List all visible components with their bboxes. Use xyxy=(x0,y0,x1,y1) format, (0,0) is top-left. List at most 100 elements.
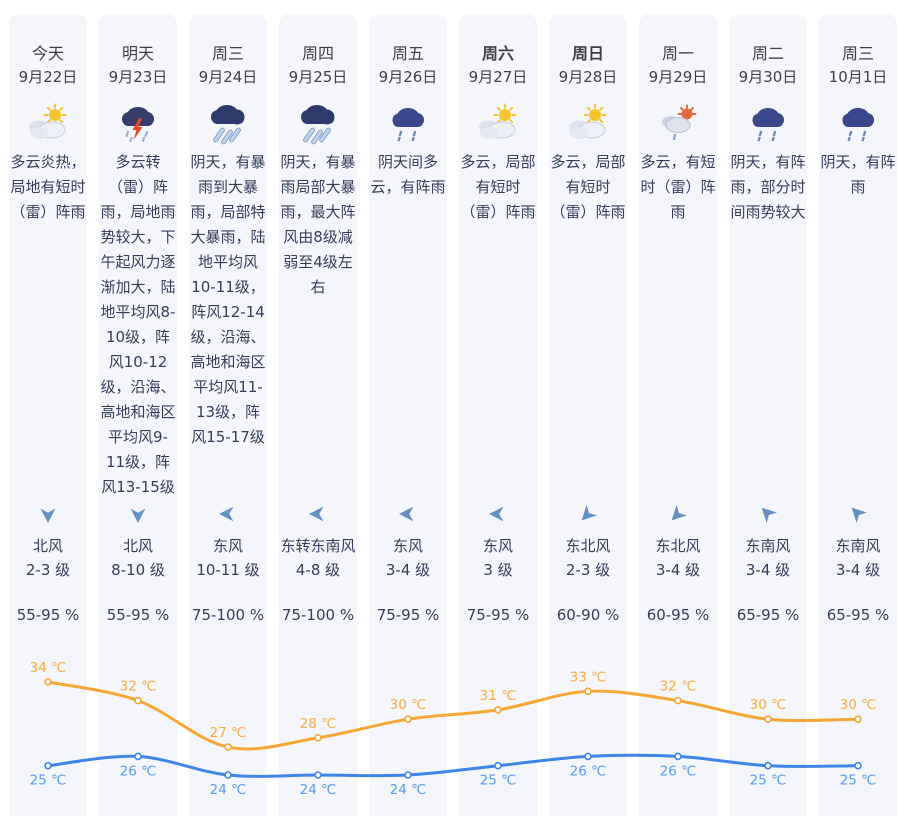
date-label: 9月22日 xyxy=(18,68,78,86)
forecast-day-card: 周四 9月25日 阴天，有暴雨局部大暴雨，最大阵风由8级减弱至4级左右 东转东南风… xyxy=(279,14,357,816)
sun-rain-icon xyxy=(639,98,717,154)
rain-icon xyxy=(729,98,807,154)
day-label: 周四 xyxy=(301,44,334,63)
rain-icon xyxy=(819,98,897,154)
wind-info: 东南风 3-4 级 xyxy=(725,534,811,582)
wind-direction-southeast-icon xyxy=(819,500,897,528)
weather-description: 阴天，有暴雨到大暴雨，局部特大暴雨，陆地平均风10-11级，阵风12-14级，沿… xyxy=(190,153,266,446)
day-label: 周六 xyxy=(481,44,514,63)
humidity-label: 75-95 % xyxy=(376,606,440,624)
wind-info: 北风 8-10 级 xyxy=(95,534,181,582)
humidity-label: 65-95 % xyxy=(826,606,890,624)
humidity-label: 75-95 % xyxy=(466,606,530,624)
day-label: 今天 xyxy=(31,44,64,63)
wind-info: 北风 2-3 级 xyxy=(5,534,91,582)
weather-description: 多云转（雷）阵雨，局地雨势较大，下午起风力逐渐加大，陆地平均风8-10级，阵风1… xyxy=(100,153,176,496)
date-label: 9月24日 xyxy=(198,68,258,86)
date-label: 9月25日 xyxy=(288,68,348,86)
date-label: 9月23日 xyxy=(108,68,168,86)
wind-direction-east-icon xyxy=(459,500,537,528)
wind-direction-north-icon xyxy=(99,500,177,528)
sun-clouds-icon xyxy=(549,98,627,154)
weather-description: 阴天，有阵雨，部分时间雨势较大 xyxy=(730,153,806,221)
wind-direction-label: 东南风 xyxy=(745,537,791,555)
weather-description: 多云炎热，局地有短时（雷）阵雨 xyxy=(10,153,86,221)
wind-level-label: 3-4 级 xyxy=(385,561,431,579)
date-label: 9月27日 xyxy=(468,68,528,86)
date-label: 9月29日 xyxy=(648,68,708,86)
wind-info: 东风 10-11 级 xyxy=(185,534,271,582)
forecast-day-card: 周日 9月28日 多云，局部有短时（雷）阵雨 东北风 2-3 级 60-90 % xyxy=(549,14,627,816)
day-label: 周一 xyxy=(661,44,694,63)
date-label: 9月26日 xyxy=(378,68,438,86)
wind-level-label: 3-4 级 xyxy=(655,561,701,579)
wind-info: 东转东南风 4-8 级 xyxy=(275,534,361,582)
humidity-label: 60-95 % xyxy=(646,606,710,624)
wind-direction-label: 东南风 xyxy=(835,537,881,555)
wind-direction-label: 北风 xyxy=(32,537,63,555)
weather-description: 阴天，有暴雨局部大暴雨，最大阵风由8级减弱至4级左右 xyxy=(280,153,356,296)
weather-description: 多云，有短时（雷）阵雨 xyxy=(640,153,716,221)
humidity-label: 55-95 % xyxy=(106,606,170,624)
wind-level-label: 2-3 级 xyxy=(25,561,71,579)
wind-direction-label: 东风 xyxy=(482,537,513,555)
forecast-day-card: 周六 9月27日 多云，局部有短时（雷）阵雨 东风 3 级 75-95 % xyxy=(459,14,537,816)
sun-clouds-icon xyxy=(9,98,87,154)
wind-direction-label: 东风 xyxy=(392,537,423,555)
day-label: 明天 xyxy=(121,44,154,63)
humidity-label: 75-100 % xyxy=(191,606,265,624)
forecast-day-card: 今天 9月22日 多云炎热，局地有短时（雷）阵雨 北风 2-3 级 55-95 % xyxy=(9,14,87,816)
date-label: 9月28日 xyxy=(558,68,618,86)
forecast-day-card: 周三 10月1日 阴天，有阵雨 东南风 3-4 级 65-95 % xyxy=(819,14,897,816)
wind-level-label: 8-10 级 xyxy=(111,561,165,579)
forecast-day-card: 明天 9月23日 多云转（雷）阵雨，局地雨势较大，下午起风力逐渐加大，陆地平均风8… xyxy=(99,14,177,816)
weather-description: 多云，局部有短时（雷）阵雨 xyxy=(460,153,536,221)
day-label: 周五 xyxy=(391,44,424,63)
weather-description: 阴天，有阵雨 xyxy=(820,153,896,196)
wind-direction-northeast-icon xyxy=(549,500,627,528)
wind-direction-label: 东北风 xyxy=(565,537,611,555)
wind-info: 东风 3 级 xyxy=(455,534,541,582)
day-label: 周三 xyxy=(211,44,244,63)
forecast-day-card: 周五 9月26日 阴天间多云，有阵雨 东风 3-4 级 75-95 % xyxy=(369,14,447,816)
humidity-label: 75-100 % xyxy=(281,606,355,624)
humidity-label: 60-90 % xyxy=(556,606,620,624)
heavy-rain-icon xyxy=(189,98,267,154)
heavy-rain-icon xyxy=(279,98,357,154)
date-label: 10月1日 xyxy=(828,68,888,86)
humidity-label: 55-95 % xyxy=(16,606,80,624)
rain-icon xyxy=(369,98,447,154)
wind-level-label: 3-4 级 xyxy=(835,561,881,579)
wind-level-label: 10-11 级 xyxy=(196,561,260,579)
wind-info: 东北风 2-3 级 xyxy=(545,534,631,582)
weather-description: 多云，局部有短时（雷）阵雨 xyxy=(550,153,626,221)
day-label: 周三 xyxy=(841,44,874,63)
day-label: 周二 xyxy=(751,44,784,63)
wind-direction-label: 东转东南风 xyxy=(280,537,356,555)
thunder-rain-icon xyxy=(99,98,177,154)
wind-direction-southeast-icon xyxy=(729,500,807,528)
wind-info: 东风 3-4 级 xyxy=(365,534,451,582)
wind-direction-northeast-icon xyxy=(639,500,717,528)
wind-level-label: 3-4 级 xyxy=(745,561,791,579)
wind-direction-east-icon xyxy=(279,500,357,528)
wind-level-label: 2-3 级 xyxy=(565,561,611,579)
forecast-day-card: 周三 9月24日 阴天，有暴雨到大暴雨，局部特大暴雨，陆地平均风10-11级，阵风… xyxy=(189,14,267,816)
wind-info: 东南风 3-4 级 xyxy=(815,534,900,582)
day-label: 周日 xyxy=(571,44,604,63)
forecast-day-card: 周一 9月29日 多云，有短时（雷）阵雨 东北风 3-4 级 60-95 % xyxy=(639,14,717,816)
wind-direction-east-icon xyxy=(189,500,267,528)
date-label: 9月30日 xyxy=(738,68,798,86)
wind-direction-label: 东风 xyxy=(212,537,243,555)
forecast-day-card: 周二 9月30日 阴天，有阵雨，部分时间雨势较大 东南风 3-4 级 65-95 % xyxy=(729,14,807,816)
wind-level-label: 3 级 xyxy=(483,561,513,579)
wind-level-label: 4-8 级 xyxy=(295,561,341,579)
wind-info: 东北风 3-4 级 xyxy=(635,534,721,582)
wind-direction-label: 东北风 xyxy=(655,537,701,555)
humidity-label: 65-95 % xyxy=(736,606,800,624)
wind-direction-label: 北风 xyxy=(122,537,153,555)
sun-clouds-icon xyxy=(459,98,537,154)
wind-direction-east-icon xyxy=(369,500,447,528)
wind-direction-north-icon xyxy=(9,500,87,528)
